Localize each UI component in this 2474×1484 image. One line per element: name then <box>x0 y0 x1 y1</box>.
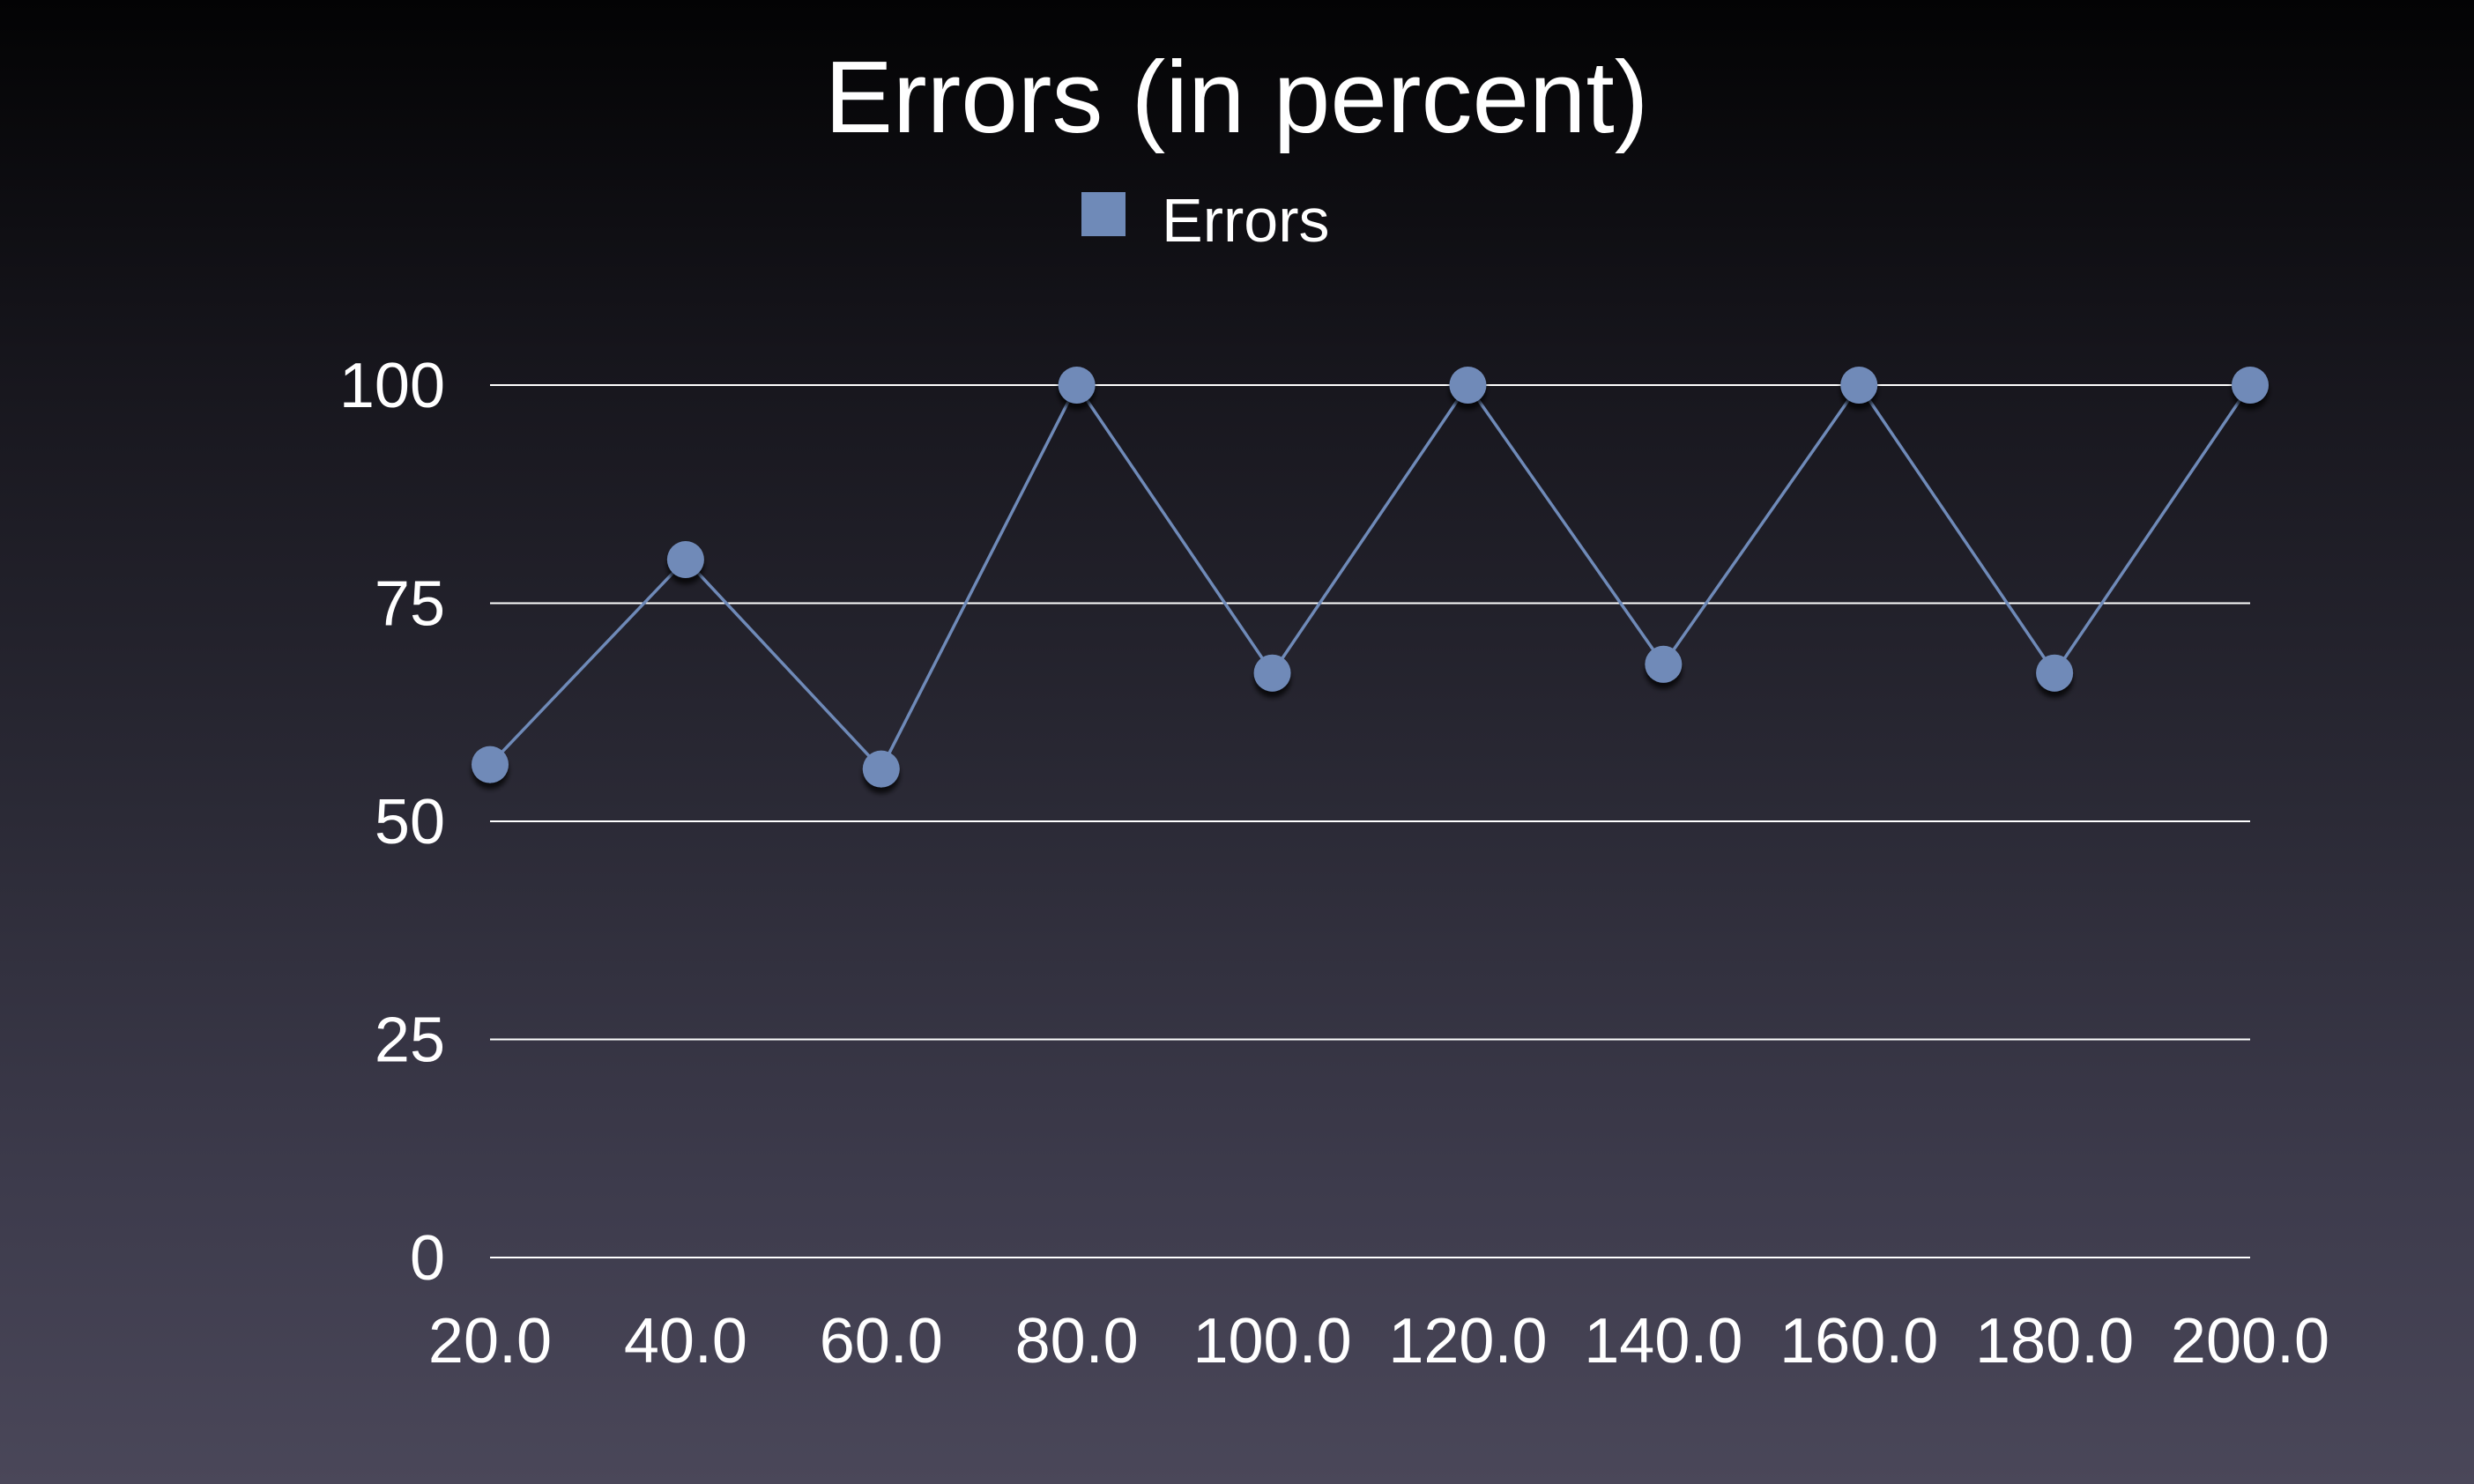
chart-title: Errors (in percent) <box>825 40 1649 154</box>
x-axis-tick-labels: 20.0 40.0 60.0 80.0 100.0 120.0 140.0 160.0 180.… <box>428 1306 2329 1376</box>
x-tick-label: 100.0 <box>1192 1306 1351 1376</box>
data-point <box>472 746 509 783</box>
series-line-errors <box>488 382 2252 772</box>
y-tick-label: 50 <box>375 787 445 857</box>
x-tick-label: 80.0 <box>1015 1306 1139 1376</box>
x-tick-label: 160.0 <box>1779 1306 1938 1376</box>
x-tick-label: 60.0 <box>820 1306 943 1376</box>
data-point <box>1058 367 1096 404</box>
data-point <box>666 541 704 578</box>
data-point <box>1645 645 1683 683</box>
y-axis-tick-labels: 0 25 50 75 100 <box>339 351 445 1294</box>
y-tick-label: 25 <box>375 1005 445 1076</box>
grid <box>490 384 2250 1258</box>
y-tick-label: 100 <box>339 351 445 421</box>
data-point <box>2232 367 2269 404</box>
data-point <box>862 750 900 788</box>
data-point <box>2036 654 2074 692</box>
x-tick-label: 40.0 <box>624 1306 747 1376</box>
x-tick-label: 20.0 <box>428 1306 552 1376</box>
legend-swatch-errors <box>1081 192 1126 236</box>
x-tick-label: 180.0 <box>1975 1306 2134 1376</box>
y-tick-label: 75 <box>375 569 445 640</box>
data-point <box>1253 654 1291 692</box>
legend: Errors <box>1081 186 1330 255</box>
legend-label-errors: Errors <box>1162 186 1330 255</box>
data-point <box>1840 367 1878 404</box>
data-point <box>1449 367 1487 404</box>
y-tick-label: 0 <box>410 1223 445 1294</box>
x-tick-label: 200.0 <box>2171 1306 2329 1376</box>
series-errors <box>472 367 2269 788</box>
x-tick-label: 140.0 <box>1584 1306 1742 1376</box>
x-tick-label: 120.0 <box>1388 1306 1547 1376</box>
